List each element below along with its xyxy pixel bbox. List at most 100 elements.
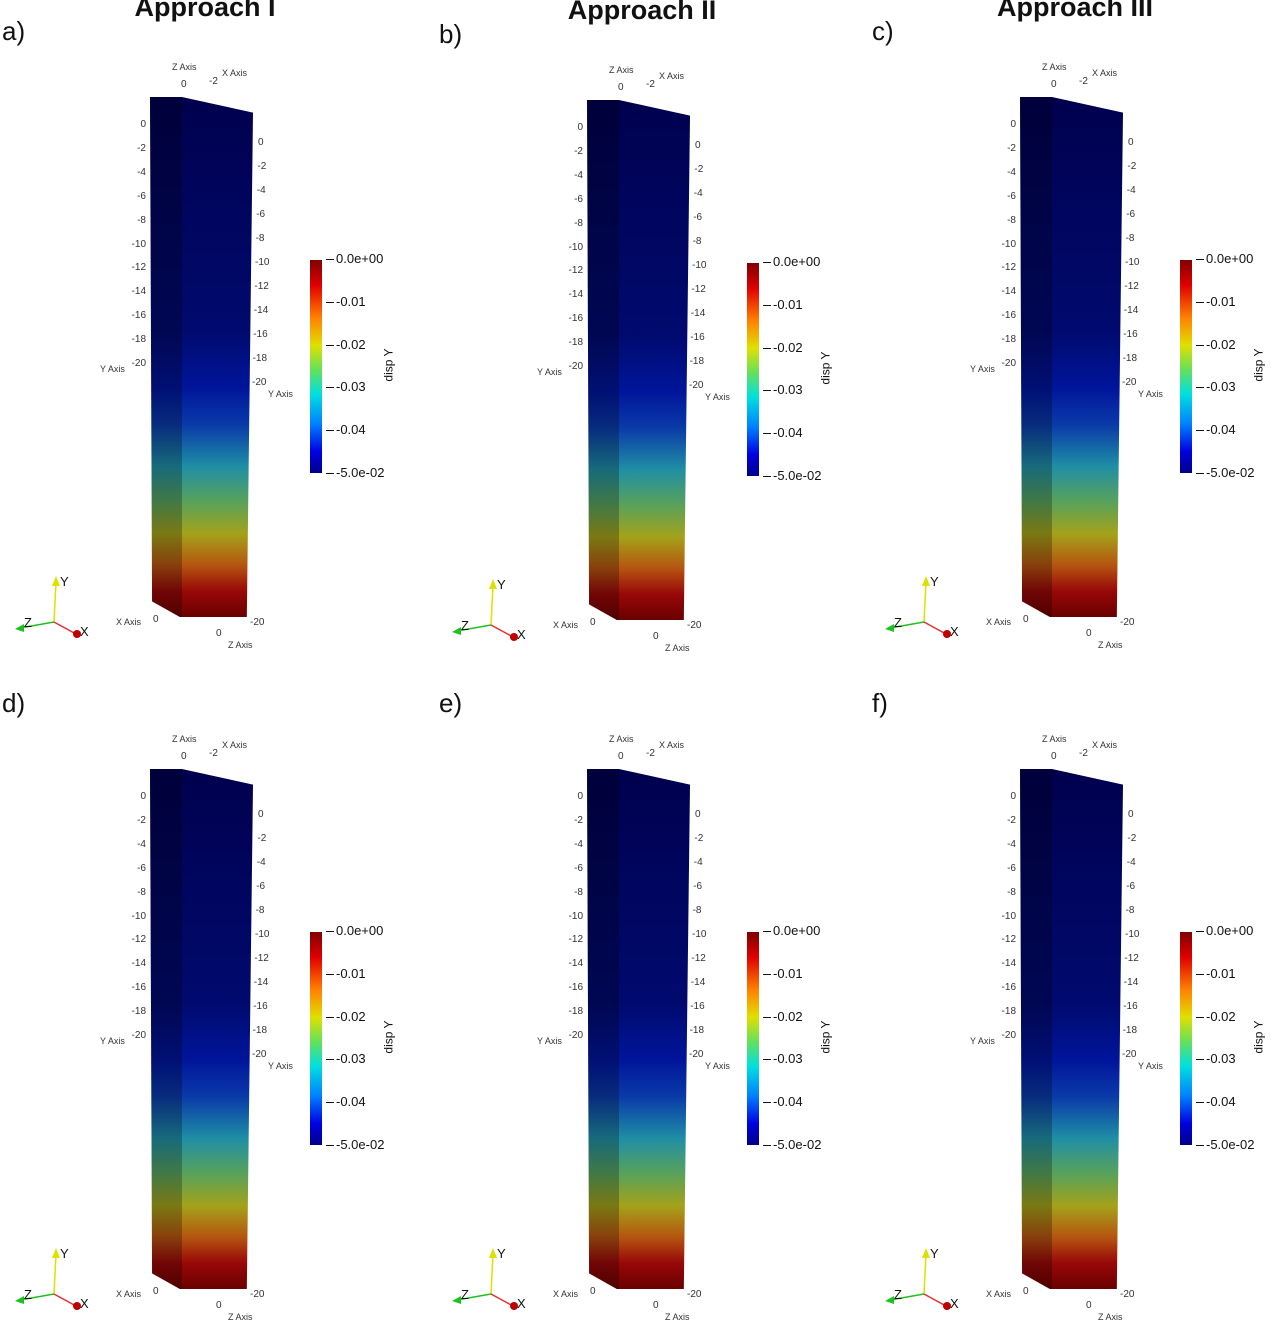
y-tick-right: -6 [256, 209, 266, 220]
y-tick-left: -20 [131, 1030, 146, 1041]
triad-x-label: X [80, 1296, 89, 1311]
y-tick-right: -4 [256, 185, 266, 196]
panel-title: Approach II [567, 0, 717, 25]
colorbar-label: 0.0e+00 [763, 923, 820, 938]
y-tick-left: -4 [137, 838, 146, 850]
x-tick: 0 [1023, 614, 1029, 625]
panel-d: d) 0 0 -2 -2 -4 -4 -6 -6 -8 -8 -10 -10 -12 -12 -14 -14 -1… [0, 672, 430, 1332]
y-tick-left: -10 [1001, 910, 1016, 922]
y-tick-right: -6 [256, 881, 266, 892]
y-tick-right: -20 [689, 380, 704, 391]
y-tick-left: -20 [568, 361, 583, 372]
z-tick: 0 [1051, 79, 1057, 90]
triad-y-label: Y [930, 574, 939, 589]
y-axis-label: Y Axis [537, 367, 562, 377]
colorbar-title: disp Y [1251, 348, 1266, 382]
z-tick: -20 [1120, 617, 1135, 628]
colorbar-label: -5.0e-02 [326, 1137, 384, 1152]
y-tick-left: -12 [568, 265, 583, 277]
y-tick-left: -16 [1001, 982, 1016, 994]
z-axis-label: Z Axis [609, 734, 634, 744]
y-axis-label: Y Axis [1138, 1061, 1163, 1071]
y-axis-label: Y Axis [1138, 389, 1163, 399]
z-tick: 0 [653, 631, 659, 642]
y-tick-left: -20 [568, 1030, 583, 1041]
y-tick-left: -4 [574, 169, 583, 181]
z-axis-label: Z Axis [665, 643, 690, 653]
y-tick-left: -14 [131, 286, 146, 298]
y-tick-right: -8 [1125, 233, 1135, 244]
colorbar [310, 932, 322, 1145]
y-tick-right: -4 [1126, 857, 1136, 868]
y-tick-right: -2 [694, 833, 704, 844]
y-tick-right: -4 [256, 857, 266, 868]
y-tick-left: -8 [1007, 214, 1016, 226]
triad-z-label: Z [894, 1287, 902, 1302]
y-tick-left: 0 [577, 122, 583, 133]
colorbar-label: -0.02 [1196, 1009, 1236, 1024]
colorbar-title: disp Y [381, 1020, 396, 1054]
y-tick-right: -6 [693, 212, 703, 223]
triad-x-label: X [950, 1296, 959, 1311]
y-tick-right: 0 [695, 809, 701, 820]
colorbar-label: 0.0e+00 [1196, 251, 1253, 266]
y-tick-right: -10 [692, 260, 707, 271]
y-tick-right: -4 [1126, 185, 1136, 196]
y-tick-right: -2 [1127, 833, 1137, 844]
z-tick: 0 [618, 82, 624, 93]
z-axis-label: Z Axis [1042, 734, 1067, 744]
y-tick-left: -16 [568, 313, 583, 325]
colorbar-label: -0.03 [763, 1051, 803, 1066]
x-axis-label: X Axis [116, 617, 142, 627]
y-tick-right: -8 [692, 905, 702, 916]
y-tick-right: -20 [1122, 377, 1137, 388]
y-tick-left: 0 [1010, 791, 1016, 802]
x-axis-label: X Axis [986, 1289, 1012, 1299]
y-tick-right: -20 [252, 1049, 267, 1060]
z-axis-label: Z Axis [172, 62, 197, 72]
y-tick-left: 0 [140, 791, 146, 802]
y-axis-label: Y Axis [268, 389, 293, 399]
colorbar-label: -0.01 [763, 966, 803, 981]
y-tick-left: -20 [1001, 1030, 1016, 1041]
panel-title: Approach III [996, 0, 1153, 22]
y-tick-right: -18 [252, 353, 268, 364]
y-tick-left: -10 [131, 238, 146, 250]
y-tick-right: -20 [252, 377, 267, 388]
colorbar-label: -0.01 [326, 966, 366, 981]
y-tick-right: -2 [257, 833, 267, 844]
z-tick: 0 [618, 751, 624, 762]
triad-z-label: Z [461, 1287, 469, 1302]
panel-label: d) [2, 688, 26, 718]
y-tick-right: -18 [1122, 1025, 1138, 1036]
z-axis-label: Z Axis [1098, 640, 1123, 650]
y-tick-right: -12 [691, 953, 706, 964]
y-tick-left: -2 [574, 814, 583, 826]
y-tick-left: -16 [131, 310, 146, 322]
colorbar-label: -0.04 [326, 1094, 366, 1109]
x-axis-label: X Axis [222, 740, 248, 750]
colorbar [747, 932, 759, 1145]
triad-x-label: X [517, 1296, 526, 1311]
z-axis-label: Z Axis [1042, 62, 1067, 72]
triad-y-label: Y [930, 1246, 939, 1261]
y-tick-right: 0 [258, 137, 264, 148]
colorbar-label: -5.0e-02 [763, 1137, 821, 1152]
triad-y-label: Y [60, 1246, 69, 1261]
y-axis-label: Y Axis [100, 364, 125, 374]
y-tick-right: -14 [253, 977, 269, 988]
y-tick-right: -12 [1124, 281, 1139, 292]
colorbar-label: -0.03 [1196, 1051, 1236, 1066]
colorbar-label: -0.04 [763, 425, 803, 440]
panel-e: e) 0 0 -2 -2 -4 -4 -6 -6 -8 -8 -10 -10 -12 -12 -14 -14 -1… [437, 672, 867, 1332]
displacement-column [1020, 97, 1123, 617]
y-tick-right: -20 [1122, 1049, 1137, 1060]
colorbar-label: -0.01 [1196, 966, 1236, 981]
triad-y-label: Y [60, 574, 69, 589]
colorbar-label: 0.0e+00 [763, 254, 820, 269]
orientation-triad: Y Z X [452, 1246, 526, 1311]
colorbar [310, 260, 322, 473]
colorbar-label: -0.03 [1196, 379, 1236, 394]
panel-label: f) [872, 688, 888, 718]
colorbar-title: disp Y [381, 348, 396, 382]
